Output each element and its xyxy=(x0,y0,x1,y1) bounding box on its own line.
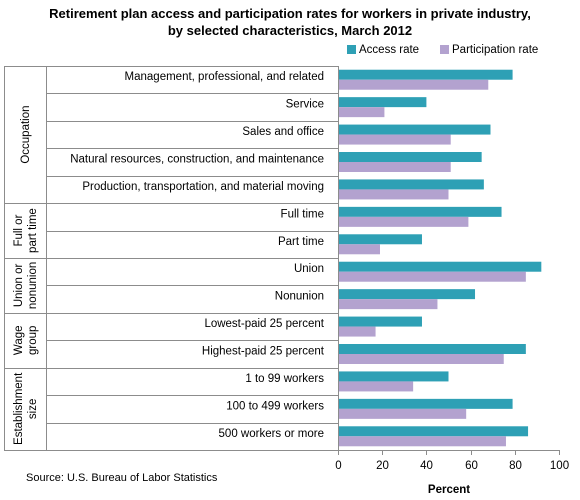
bar-participation: Natural resources, construction, and mai… xyxy=(339,162,451,172)
legend: Access rate Participation rate xyxy=(347,44,538,56)
bar-access: Natural resources, construction, and mai… xyxy=(339,152,482,162)
category-label: Service xyxy=(286,99,324,111)
bars: Management, professional, and related — … xyxy=(339,69,542,447)
category-label: Part time xyxy=(278,236,324,248)
bar-access: Highest-paid 25 percent — Access rate: 8… xyxy=(339,344,526,354)
bar-participation: Part time — Participation rate: 19 xyxy=(339,244,380,255)
category-label: Lowest-paid 25 percent xyxy=(204,318,324,330)
group-label-4: Wage group xyxy=(13,325,39,355)
x-tick-label: 60 xyxy=(465,460,478,472)
chart-title-line-2: by selected characteristics, March 2012 xyxy=(168,23,412,38)
x-tick-label: 40 xyxy=(420,460,433,472)
chart-title-line-1: Retirement plan access and participation… xyxy=(49,6,531,21)
x-tick-label: 80 xyxy=(509,460,522,472)
bar-access: Production, transportation, and material… xyxy=(339,179,484,190)
legend-swatch-2 xyxy=(440,45,449,54)
x-axis-title: Percent xyxy=(428,484,470,496)
category-label: Production, transportation, and material… xyxy=(82,181,324,193)
category-label: Union xyxy=(294,263,324,275)
group-label-5: Establishment size xyxy=(13,372,39,445)
bar-access: Part time — Access rate: 38 xyxy=(339,234,422,245)
bar-participation: Management, professional, and related — … xyxy=(339,79,489,90)
x-axis: 0 20 40 60 80 100 xyxy=(335,450,569,472)
legend-label-1: Access rate xyxy=(359,44,419,56)
bar-participation: 100 to 499 workers — Participation rate:… xyxy=(339,408,467,419)
bar-access: Service — Access rate: 40 xyxy=(339,97,427,108)
category-label: 100 to 499 workers xyxy=(226,400,324,412)
category-label: Nonunion xyxy=(275,291,324,303)
plot-frame xyxy=(4,66,339,451)
category-label: 1 to 99 workers xyxy=(245,373,324,385)
bar-access: Full time — Access rate: 74 xyxy=(339,206,502,217)
category-label: Full time xyxy=(281,208,324,220)
bar-participation: Service — Participation rate: 21 xyxy=(339,107,385,118)
x-tick-label: 20 xyxy=(376,460,389,472)
bar-access: Lowest-paid 25 percent — Access rate: 38 xyxy=(339,316,422,327)
category-labels: Management, professional, and related Ser… xyxy=(70,71,325,440)
bar-access: 500 workers or more — Access rate: 86 xyxy=(339,426,529,437)
bar-access: 1 to 99 workers — Access rate: 50 xyxy=(339,371,449,382)
bar-access: Management, professional, and related — … xyxy=(339,69,513,80)
x-tick-label: 0 xyxy=(335,460,341,472)
bar-participation: Production, transportation, and material… xyxy=(339,189,449,200)
group-label-1: Occupation xyxy=(20,105,32,163)
bar-participation: Lowest-paid 25 percent — Participation r… xyxy=(339,326,376,337)
category-label: Natural resources, construction, and mai… xyxy=(70,154,324,166)
source-note: Source: U.S. Bureau of Labor Statistics xyxy=(26,472,218,484)
x-tick-label: 100 xyxy=(550,460,569,472)
bar-participation: Highest-paid 25 percent — Participation … xyxy=(339,354,504,364)
bar-access: Union — Access rate: 92 xyxy=(339,261,542,272)
category-label: Highest-paid 25 percent xyxy=(202,346,325,358)
legend-label-2: Participation rate xyxy=(452,44,538,56)
group-label-2: Full or part time xyxy=(13,208,39,253)
bar-participation: Union — Participation rate: 85 xyxy=(339,271,526,282)
category-label: 500 workers or more xyxy=(219,428,324,440)
bar-access: 100 to 499 workers — Access rate: 79 xyxy=(339,398,513,409)
group-label-3: Union or nonunion xyxy=(13,262,39,309)
bar-participation: Sales and office — Participation rate: 5… xyxy=(339,134,451,145)
bar-participation: 500 workers or more — Participation rate… xyxy=(339,436,506,447)
bar-access: Nonunion — Access rate: 62 xyxy=(339,289,476,300)
group-labels: Occupation Full or part time Union or nonuni… xyxy=(13,105,39,444)
category-label: Management, professional, and related xyxy=(125,71,324,83)
bar-access: Sales and office — Access rate: 69 xyxy=(339,124,491,135)
bar-participation: Nonunion — Participation rate: 45 xyxy=(339,299,438,310)
legend-swatch-1 xyxy=(347,45,356,54)
bar-participation: 1 to 99 workers — Participation rate: 34 xyxy=(339,381,414,392)
bar-participation: Full time — Participation rate: 59 xyxy=(339,216,469,227)
category-label: Sales and office xyxy=(242,126,324,138)
